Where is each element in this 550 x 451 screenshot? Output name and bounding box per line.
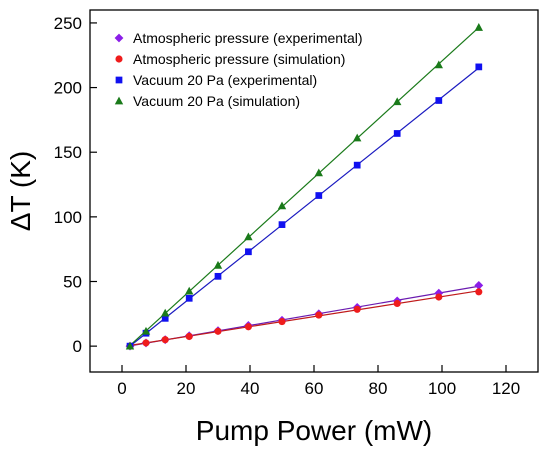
data-point-s1-11 (475, 288, 483, 296)
data-point-s3-9 (393, 97, 402, 106)
data-point-s3-8 (353, 133, 362, 142)
data-point-s3-10 (434, 60, 443, 69)
data-point-s2-11 (475, 63, 483, 71)
legend-marker-3 (114, 96, 124, 105)
data-point-s1-2 (161, 336, 169, 344)
y-tick-label-1: 50 (63, 273, 82, 292)
series-3-points (125, 23, 483, 350)
legend: Atmospheric pressure (experimental) Atmos… (114, 30, 363, 109)
data-point-s1-8 (353, 305, 361, 313)
data-point-s3-7 (314, 168, 323, 177)
data-point-s3-2 (161, 308, 170, 317)
y-tick-label-5: 250 (54, 14, 82, 33)
data-point-s1-6 (278, 318, 286, 326)
x-tick-label-0: 0 (117, 379, 126, 398)
y-tick-label-3: 150 (54, 143, 82, 162)
data-point-s2-8 (353, 161, 361, 169)
y-tick-label-0: 0 (73, 337, 82, 356)
data-point-s3-4 (213, 260, 223, 269)
legend-marker-1 (115, 55, 123, 63)
fit-line-series-1 (129, 290, 479, 346)
data-point-s2-10 (435, 97, 443, 104)
data-point-s0-11 (474, 280, 484, 290)
data-markers (125, 23, 484, 351)
x-axis-title: Pump Power (mW) (196, 415, 432, 446)
data-point-s1-5 (244, 323, 252, 331)
data-point-s1-9 (393, 299, 401, 308)
legend-label-3: Vacuum 20 Pa (simulation) (133, 93, 300, 109)
data-point-s2-4 (214, 272, 222, 280)
legend-marker-2 (115, 76, 123, 84)
data-point-s2-9 (393, 130, 401, 137)
data-point-s2-5 (245, 248, 252, 256)
x-tick-label-1: 20 (177, 379, 196, 398)
data-point-s3-5 (244, 232, 253, 241)
x-tick-label-3: 60 (305, 379, 324, 398)
data-point-s1-10 (435, 293, 443, 301)
y-tick-label-2: 100 (54, 208, 82, 227)
data-point-s1-7 (315, 311, 323, 319)
fit-line-series-2 (129, 67, 480, 347)
series-1-points (126, 288, 483, 350)
data-point-s2-2 (161, 314, 169, 322)
y-axis-ticks: 0 50 100 150 200 250 (54, 14, 97, 356)
legend-label-2: Vacuum 20 Pa (experimental) (133, 72, 317, 88)
legend-label-1: Atmospheric pressure (simulation) (133, 51, 345, 67)
data-point-s2-6 (278, 221, 286, 228)
data-point-s2-3 (185, 294, 193, 302)
legend-marker-0 (114, 33, 124, 43)
y-tick-label-4: 200 (54, 79, 82, 98)
data-point-s3-0 (125, 341, 135, 350)
data-point-s2-7 (315, 192, 323, 199)
data-point-s1-4 (214, 327, 222, 335)
data-point-s3-6 (277, 201, 287, 210)
data-point-s3-1 (141, 326, 151, 335)
x-tick-label-4: 80 (369, 379, 388, 398)
data-point-s3-3 (185, 286, 194, 295)
y-axis-title: ΔT (K) (5, 151, 36, 231)
x-tick-label-2: 40 (241, 379, 260, 398)
data-point-s3-11 (474, 23, 483, 31)
data-point-s1-3 (185, 332, 193, 341)
x-tick-label-5: 100 (428, 379, 456, 398)
x-tick-label-6: 120 (492, 379, 520, 398)
legend-label-0: Atmospheric pressure (experimental) (133, 30, 363, 46)
x-axis-ticks: 0 20 40 60 80 100 120 (117, 365, 520, 398)
data-point-s1-1 (142, 339, 150, 347)
